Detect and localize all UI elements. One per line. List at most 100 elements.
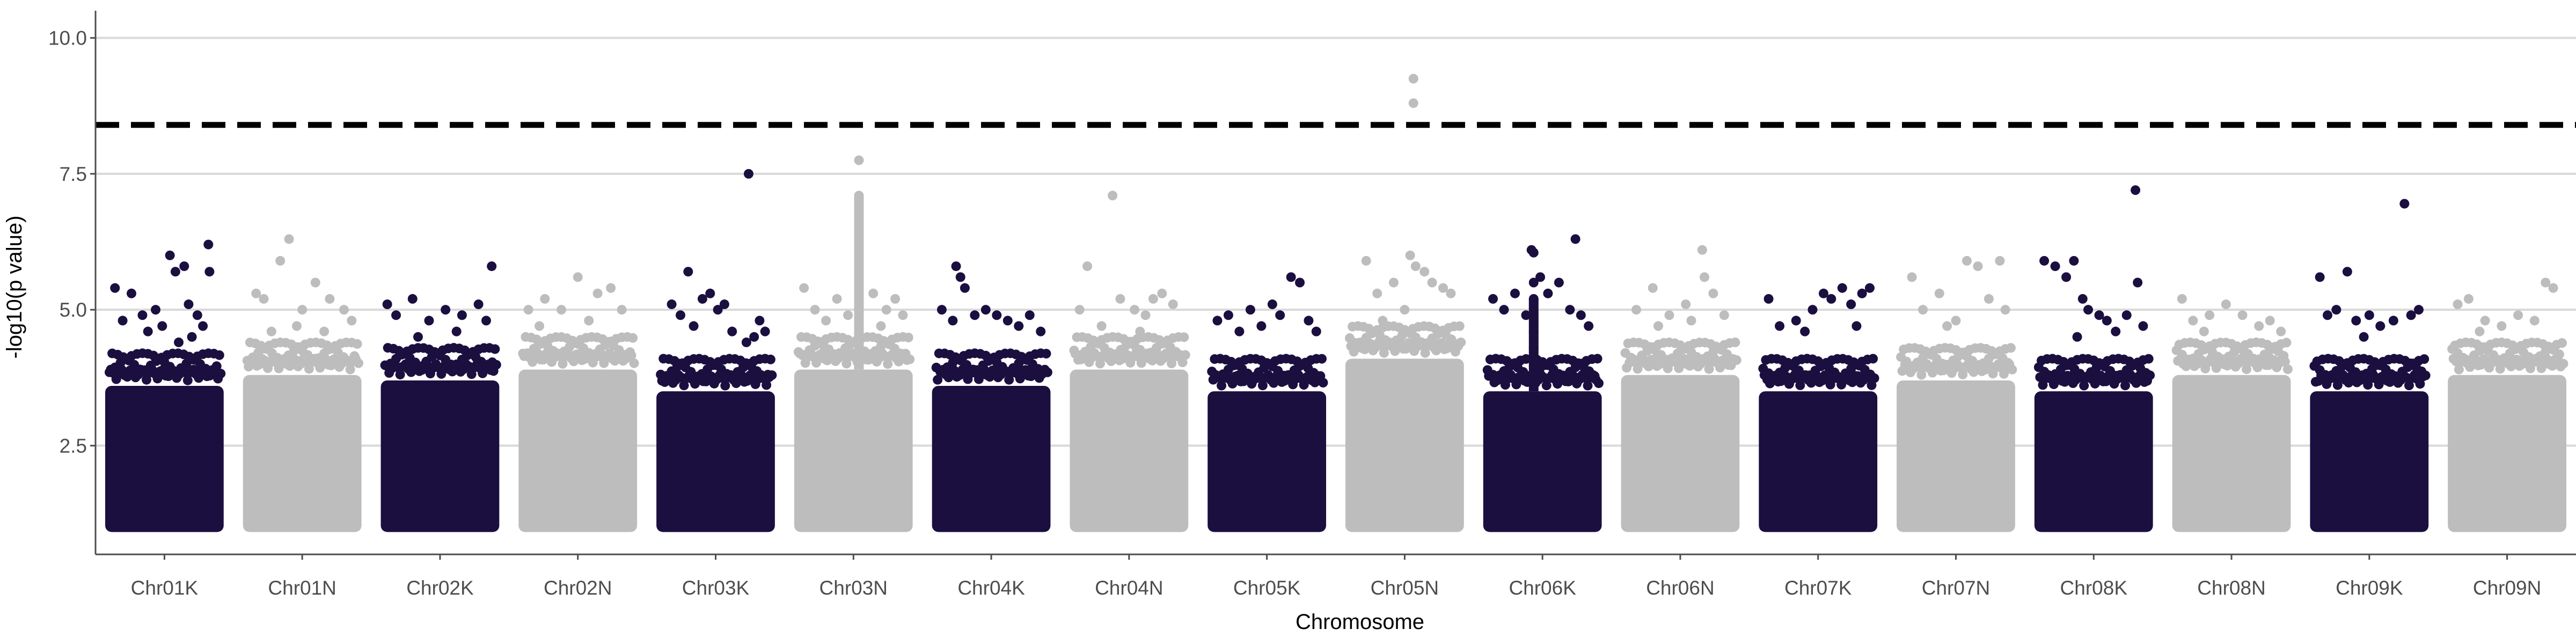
data-point bbox=[1730, 337, 1740, 347]
data-point bbox=[2000, 305, 2010, 315]
y-axis-title: -log10(p value) bbox=[3, 216, 26, 359]
data-point bbox=[898, 310, 908, 320]
data-point bbox=[1311, 326, 1321, 336]
x-tick-label-Chr05N: Chr05N bbox=[1371, 577, 1439, 599]
data-point bbox=[1130, 305, 1140, 315]
data-point bbox=[2388, 316, 2398, 326]
data-point bbox=[473, 299, 484, 310]
y-tick-label: 10.0 bbox=[48, 27, 87, 49]
data-point bbox=[535, 321, 545, 331]
data-point bbox=[2199, 326, 2209, 336]
dense-point-cloud bbox=[1070, 369, 1189, 532]
data-point bbox=[1108, 191, 1118, 201]
data-point bbox=[1217, 380, 1227, 391]
data-point bbox=[170, 267, 180, 277]
data-point bbox=[2145, 370, 2155, 380]
data-point bbox=[424, 316, 434, 326]
data-point bbox=[2332, 380, 2343, 390]
data-point bbox=[720, 380, 730, 391]
data-point bbox=[854, 155, 864, 165]
data-point bbox=[1177, 357, 1188, 368]
data-point bbox=[211, 361, 222, 371]
data-point bbox=[2463, 294, 2473, 304]
data-point bbox=[675, 310, 685, 320]
data-point bbox=[345, 364, 355, 375]
series-Chr06N bbox=[1620, 245, 1741, 532]
data-point bbox=[2048, 379, 2059, 390]
data-point bbox=[1349, 347, 1359, 357]
data-point bbox=[743, 169, 753, 179]
data-point bbox=[1584, 321, 1594, 331]
data-point bbox=[137, 310, 148, 320]
data-point bbox=[214, 350, 224, 360]
x-tick-label-Chr04K: Chr04K bbox=[957, 577, 1025, 599]
data-point bbox=[868, 288, 879, 298]
data-point bbox=[1962, 255, 1972, 266]
data-point bbox=[1390, 346, 1400, 356]
data-point bbox=[876, 321, 886, 331]
data-point bbox=[187, 332, 197, 342]
series-Chr06K bbox=[1482, 234, 1604, 532]
data-point bbox=[1553, 379, 1563, 389]
data-point bbox=[960, 283, 970, 293]
dense-point-cloud bbox=[1483, 391, 1602, 532]
data-point bbox=[1731, 355, 1741, 365]
data-point bbox=[903, 332, 913, 342]
data-points bbox=[105, 74, 2568, 532]
data-point bbox=[1036, 326, 1046, 336]
x-tick-label-Chr01N: Chr01N bbox=[268, 577, 336, 599]
data-point bbox=[2475, 326, 2485, 336]
data-point bbox=[204, 267, 215, 277]
data-point bbox=[1378, 316, 1388, 326]
data-point bbox=[2131, 185, 2141, 195]
data-point bbox=[2242, 364, 2252, 374]
data-point bbox=[843, 310, 853, 320]
data-point bbox=[2111, 326, 2121, 336]
data-point bbox=[1446, 288, 1456, 298]
data-point bbox=[436, 369, 447, 379]
data-point bbox=[992, 310, 1002, 320]
series-Chr05K bbox=[1207, 272, 1328, 532]
dense-point-cloud bbox=[2172, 375, 2291, 532]
data-point bbox=[1511, 379, 1521, 390]
data-point bbox=[1180, 350, 1190, 360]
data-point bbox=[491, 360, 501, 370]
data-point bbox=[284, 234, 294, 244]
dense-point-cloud bbox=[932, 385, 1051, 532]
data-point bbox=[152, 374, 163, 384]
data-point bbox=[2420, 370, 2431, 380]
data-point bbox=[832, 294, 842, 304]
data-point bbox=[1846, 299, 1856, 310]
series-Chr02K bbox=[380, 261, 501, 532]
y-tick-label: 2.5 bbox=[60, 435, 87, 457]
x-tick-label-Chr06K: Chr06K bbox=[1509, 577, 1576, 599]
data-point bbox=[2331, 305, 2341, 315]
data-point bbox=[2280, 356, 2290, 367]
data-point bbox=[1234, 326, 1245, 336]
data-point bbox=[1488, 294, 1498, 304]
data-point bbox=[1157, 288, 1167, 298]
data-point bbox=[118, 316, 128, 326]
data-point bbox=[1257, 380, 1268, 391]
data-point bbox=[1528, 277, 1539, 288]
data-point bbox=[165, 250, 175, 260]
data-point bbox=[749, 332, 759, 342]
x-tick-label-Chr03K: Chr03K bbox=[682, 577, 750, 599]
data-point bbox=[890, 294, 901, 304]
data-point bbox=[1592, 354, 1602, 364]
data-point bbox=[490, 344, 500, 354]
data-point bbox=[1869, 373, 1879, 383]
data-point bbox=[2399, 199, 2410, 209]
data-point bbox=[606, 283, 616, 293]
data-point bbox=[2454, 364, 2464, 375]
data-point bbox=[1973, 261, 1983, 272]
data-point bbox=[933, 375, 943, 385]
data-point bbox=[841, 358, 852, 369]
data-point bbox=[1267, 299, 1277, 310]
data-point bbox=[1583, 380, 1593, 391]
data-point bbox=[2415, 379, 2425, 389]
data-point bbox=[1510, 288, 1520, 298]
y-axis-ticks: 2.5 5.0 7.5 10.0 bbox=[48, 27, 96, 457]
data-point bbox=[1648, 283, 1658, 293]
data-point bbox=[347, 316, 357, 326]
